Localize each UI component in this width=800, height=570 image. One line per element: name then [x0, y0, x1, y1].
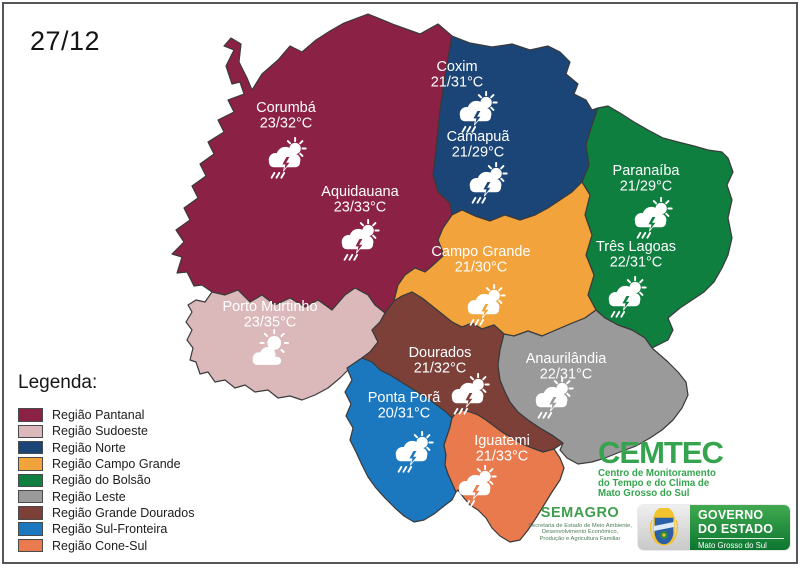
region-sul-fronteira [344, 357, 457, 523]
city-temperature: 21/30°C [455, 260, 508, 276]
ms-coat-of-arms [649, 507, 679, 546]
semagro-sub-line1: Secretaria de Estado de Meio Ambiente, [528, 523, 632, 529]
legend-swatch-sul-fronteira [18, 522, 43, 536]
city-label: Paranaíba [613, 163, 681, 179]
legend-label: Região Norte [52, 440, 126, 455]
legend-item-bolsao: Região do Bolsão [18, 472, 194, 488]
legend-swatch-cone-sul [18, 538, 43, 553]
city-label: Dourados [409, 345, 472, 361]
city-label: Coxim [436, 59, 477, 75]
region-sudoeste [185, 287, 386, 401]
city-label: Aquidauana [321, 184, 399, 200]
region-cone-sul [443, 409, 565, 543]
legend: Legenda: Região Pantanal Região Sudoeste R… [18, 372, 194, 554]
cemtec-sub-line3: Mato Grosso do Sul [598, 488, 690, 500]
governo-do-estado-logo: GOVERNO DO ESTADO Mato Grosso do Sul [638, 505, 790, 550]
city-label: Ponta Porã [368, 390, 441, 406]
governo-divider [698, 538, 784, 539]
semagro-title: SEMAGRO [540, 505, 620, 521]
legend-item-pantanal: Região Pantanal [18, 407, 194, 423]
legend-swatch-grande-dourados [18, 506, 43, 520]
legend-label: Região Grande Dourados [52, 505, 195, 520]
city-label: Anaurilândia [526, 351, 608, 367]
city-temperature: 22/31°C [540, 367, 593, 383]
legend-swatch-sudoeste [18, 424, 43, 439]
legend-label: Região Cone-Sul [52, 538, 148, 553]
city-temperature: 23/35°C [244, 315, 297, 331]
city-temperature: 21/33°C [476, 449, 529, 465]
city-label: Camapuã [447, 129, 511, 145]
legend-swatch-leste [18, 489, 43, 504]
legend-swatch-campo-grande [18, 457, 43, 471]
region-pantanal [171, 13, 453, 314]
legend-swatch-pantanal [18, 408, 43, 422]
legend-label: Região Pantanal [52, 408, 145, 423]
legend-item-norte: Região Norte [18, 440, 194, 456]
legend-label: Região Sul-Fronteira [52, 522, 168, 537]
legend-title: Legenda: [18, 372, 98, 393]
legend-item-cone-sul: Região Cone-Sul [18, 537, 194, 553]
governo-line3: Mato Grosso do Sul [698, 541, 767, 550]
city-label: Três Lagoas [596, 239, 676, 255]
city-label: Corumbá [256, 100, 317, 116]
coat-of-arms-icon [638, 505, 690, 550]
city-temperature: 21/29°C [620, 179, 673, 195]
legend-item-leste: Região Leste [18, 488, 194, 504]
city-temperature: 21/29°C [452, 145, 505, 161]
city-temperature: 23/33°C [334, 200, 387, 216]
city-temperature: 22/31°C [610, 255, 663, 271]
cemtec-sub-line1: Centro de Monitoramento [598, 468, 716, 480]
cemtec-sub-line2: do Tempo e do Clima de [598, 478, 710, 490]
legend-label: Região Campo Grande [52, 457, 181, 472]
cemtec-title: CEMTEC [598, 435, 724, 470]
legend-item-sul-fronteira: Região Sul-Fronteira [18, 521, 194, 537]
cemtec-logo: CEMTEC Centro de Monitoramento do Tempo … [598, 435, 724, 499]
forecast-date: 27/12 [30, 26, 101, 56]
legend-items: Região Pantanal Região Sudoeste Região Nor… [18, 407, 194, 554]
city-temperature: 23/32°C [260, 116, 313, 132]
city-temperature: 21/32°C [414, 361, 467, 377]
city-label: Campo Grande [431, 244, 530, 260]
region-leste [497, 309, 689, 465]
semagro-logo: SEMAGRO Secretaria de Estado de Meio Amb… [518, 505, 642, 542]
semagro-sub-line2: Desenvolvimento Econômico, [541, 529, 619, 536]
city-label: Porto Murtinho [222, 299, 317, 315]
legend-label: Região do Bolsão [52, 473, 151, 488]
semagro-sub-line3: Produção e Agricultura Familiar [539, 535, 621, 542]
governo-line1: GOVERNO [698, 508, 764, 522]
legend-label: Região Sudoeste [52, 424, 148, 439]
legend-item-campo-grande: Região Campo Grande [18, 456, 194, 472]
legend-swatch-bolsao [18, 473, 43, 488]
cemtec-subtitle: Centro de Monitoramento do Tempo e do Cl… [598, 469, 723, 499]
city-temperature: 21/31°C [431, 75, 484, 91]
legend-item-grande-dourados: Região Grande Dourados [18, 505, 194, 521]
legend-label: Região Leste [52, 489, 126, 504]
semagro-subtitle: Secretaria de Estado de Meio Ambiente, D… [518, 523, 642, 542]
city-label: Iguatemi [474, 433, 530, 449]
governo-line2: DO ESTADO [698, 521, 774, 536]
city-temperature: 20/31°C [378, 406, 431, 422]
legend-swatch-norte [18, 440, 43, 455]
legend-item-sudoeste: Região Sudoeste [18, 423, 194, 439]
governo-text: GOVERNO DO ESTADO Mato Grosso do Sul [690, 505, 790, 550]
